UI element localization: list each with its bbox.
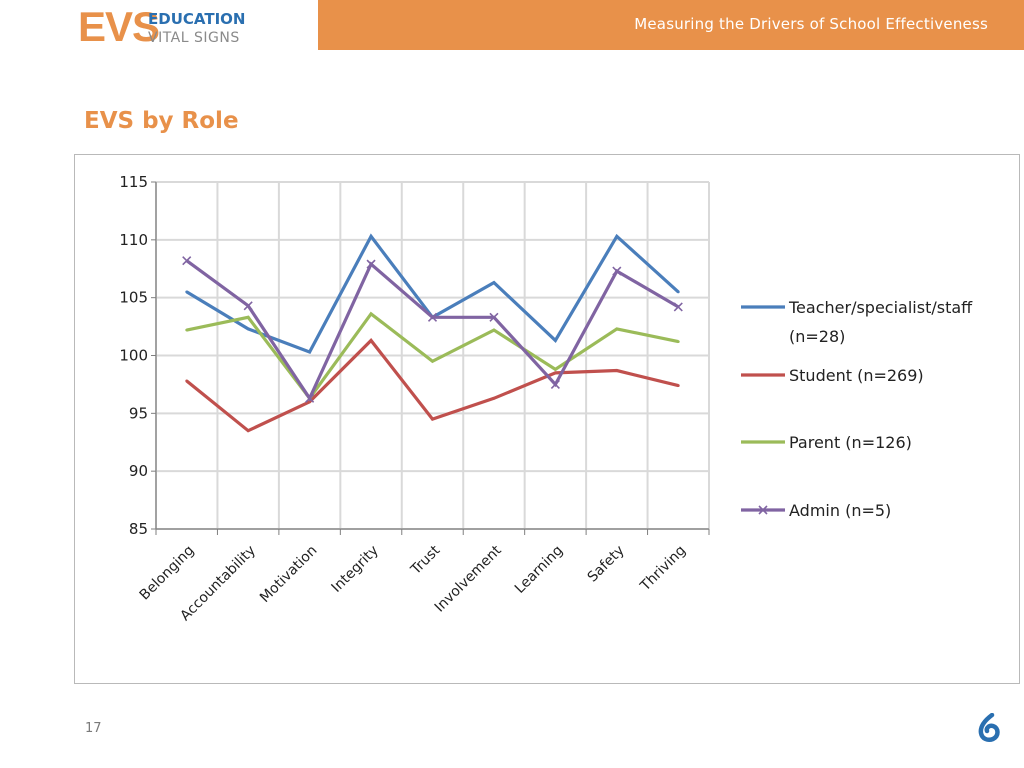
logo-education-text: EDUCATION bbox=[148, 10, 246, 28]
data-point-0-3 bbox=[369, 234, 373, 238]
y-tick-label: 85 bbox=[129, 520, 148, 538]
data-point-3-4 bbox=[427, 312, 438, 322]
y-tick-label: 115 bbox=[119, 173, 148, 191]
x-tick-label-integrity: Integrity bbox=[329, 543, 382, 596]
y-tick-label: 110 bbox=[119, 231, 148, 249]
data-point-1-0 bbox=[185, 379, 189, 383]
data-point-1-8 bbox=[676, 384, 680, 387]
y-tick-label: 95 bbox=[129, 404, 148, 422]
data-point-1-3 bbox=[369, 339, 373, 342]
data-point-1-5 bbox=[492, 396, 496, 400]
data-point-1-7 bbox=[615, 369, 619, 372]
legend-label-1: Student (n=269) bbox=[789, 366, 924, 385]
data-point-2-0 bbox=[185, 328, 189, 332]
evs-by-role-chart: 859095100105110115BelongingAccountabilit… bbox=[119, 173, 973, 624]
data-point-0-5 bbox=[492, 281, 496, 285]
logo-evs-text: EVS bbox=[78, 3, 160, 50]
series-line-3 bbox=[185, 259, 680, 402]
x-tick-label-involvement: Involvement bbox=[432, 542, 505, 615]
legend-label-0: Teacher/specialist/staff bbox=[788, 298, 973, 317]
header-band: Measuring the Drivers of School Effectiv… bbox=[318, 0, 1024, 50]
x-tick-label-motivation: Motivation bbox=[257, 543, 320, 606]
data-point-1-2 bbox=[308, 400, 312, 404]
data-point-0-7 bbox=[615, 234, 619, 238]
series-line-1 bbox=[185, 338, 679, 433]
data-point-1-6 bbox=[553, 371, 557, 375]
legend-marker-3 bbox=[758, 505, 768, 515]
data-point-3-3 bbox=[366, 259, 376, 269]
data-point-3-5 bbox=[489, 312, 499, 322]
header-title: Measuring the Drivers of School Effectiv… bbox=[634, 15, 988, 33]
data-point-3-8 bbox=[673, 302, 683, 312]
data-point-2-1 bbox=[246, 315, 250, 319]
logo-vital-signs-text: VITAL SIGNS bbox=[148, 30, 240, 46]
y-tick-label: 105 bbox=[119, 289, 148, 307]
x-tick-label-safety: Safety bbox=[585, 543, 628, 586]
y-tick-label: 90 bbox=[129, 462, 148, 480]
legend-label-3: Admin (n=5) bbox=[789, 501, 891, 520]
chart-frame: 85 90 95 100 105 110 115 Belonging Accountabilit… bbox=[74, 154, 1020, 684]
data-point-3-2 bbox=[305, 393, 315, 403]
y-tick-label: 100 bbox=[119, 347, 148, 365]
slide-title: EVS by Role bbox=[84, 108, 239, 134]
x-tick-label-thriving: Thriving bbox=[637, 543, 689, 595]
data-point-2-7 bbox=[615, 327, 619, 331]
data-point-1-4 bbox=[431, 417, 434, 421]
data-point-2-3 bbox=[369, 312, 373, 316]
data-point-2-8 bbox=[676, 340, 680, 344]
data-point-3-0 bbox=[182, 256, 192, 266]
page-number: 17 bbox=[85, 721, 102, 736]
data-point-3-1 bbox=[243, 301, 253, 311]
data-point-2-4 bbox=[431, 359, 434, 363]
x-tick-label-belonging: Belonging bbox=[137, 543, 198, 604]
brand-mark-icon bbox=[978, 713, 1000, 742]
data-point-0-6 bbox=[553, 339, 557, 342]
data-point-2-5 bbox=[492, 328, 496, 332]
data-point-0-8 bbox=[676, 290, 680, 294]
x-tick-label-learning: Learning bbox=[512, 543, 566, 597]
data-point-3-6 bbox=[550, 379, 560, 389]
data-point-3-7 bbox=[612, 266, 622, 276]
legend-label-0: (n=28) bbox=[789, 327, 845, 346]
data-point-0-1 bbox=[246, 327, 250, 331]
data-point-1-1 bbox=[246, 429, 250, 433]
data-point-0-2 bbox=[308, 350, 312, 354]
x-tick-label-trust: Trust bbox=[407, 542, 443, 578]
data-point-2-6 bbox=[553, 367, 557, 371]
data-point-0-0 bbox=[185, 290, 189, 294]
legend-label-2: Parent (n=126) bbox=[789, 433, 912, 452]
